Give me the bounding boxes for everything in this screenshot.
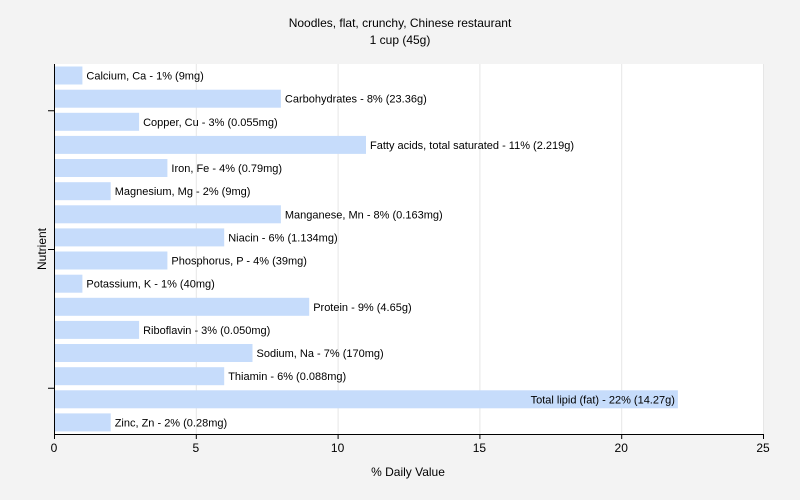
bar-label: Copper, Cu - 3% (0.055mg): [143, 117, 278, 129]
bar-label: Fatty acids, total saturated - 11% (2.21…: [370, 140, 574, 152]
bar-label: Niacin - 6% (1.134mg): [228, 232, 337, 244]
bar-label: Potassium, K - 1% (40mg): [86, 279, 214, 291]
chart-title: Noodles, flat, crunchy, Chinese restaura…: [289, 16, 512, 30]
bar-label: Manganese, Mn - 8% (0.163mg): [285, 209, 443, 221]
bar: [55, 320, 140, 339]
axes-group: 0 5 10 15 20 25: [48, 64, 770, 455]
bar-label: Sodium, Na - 7% (170mg): [257, 348, 384, 360]
bar-label: Carbohydrates - 8% (23.36g): [285, 94, 427, 106]
bar-label: Total lipid (fat) - 22% (14.27g): [531, 394, 675, 406]
bar-label: Calcium, Ca - 1% (9mg): [86, 71, 203, 83]
bar-label: Protein - 9% (4.65g): [313, 302, 411, 314]
chart-subtitle: 1 cup (45g): [370, 33, 431, 47]
bar-label: Zinc, Zn - 2% (0.28mg): [115, 417, 227, 429]
x-tick-label: 10: [331, 441, 345, 455]
x-tick-label: 20: [615, 441, 629, 455]
bar: [55, 89, 281, 108]
bar: [55, 205, 281, 224]
bar-label: Riboflavin - 3% (0.050mg): [143, 325, 270, 337]
x-tick-label: 5: [192, 441, 199, 455]
bar: [55, 159, 168, 177]
bar-label: Iron, Fe - 4% (0.79mg): [171, 163, 282, 175]
bar-label: Thiamin - 6% (0.088mg): [228, 371, 346, 383]
bar: [55, 182, 111, 201]
x-tick-label: 25: [756, 441, 770, 455]
x-tick-label: 0: [51, 441, 58, 455]
bar: [55, 413, 111, 432]
bar: [55, 344, 253, 362]
bar: [55, 251, 168, 270]
bar: [55, 112, 140, 131]
bar: [55, 297, 310, 316]
bar: [55, 228, 225, 247]
y-axis-title: Nutrient: [35, 227, 49, 270]
x-axis-title: % Daily Value: [371, 465, 445, 479]
bar-label: Magnesium, Mg - 2% (9mg): [115, 186, 251, 198]
bar: [55, 367, 225, 386]
bars-group: Calcium, Ca - 1% (9mg) Carbohydrates - 8%…: [55, 66, 678, 432]
bar: [55, 135, 366, 154]
bar: [55, 274, 83, 293]
bar: [55, 390, 678, 409]
bar: [55, 66, 83, 85]
x-tick-label: 15: [473, 441, 487, 455]
bar-label: Phosphorus, P - 4% (39mg): [171, 256, 307, 268]
